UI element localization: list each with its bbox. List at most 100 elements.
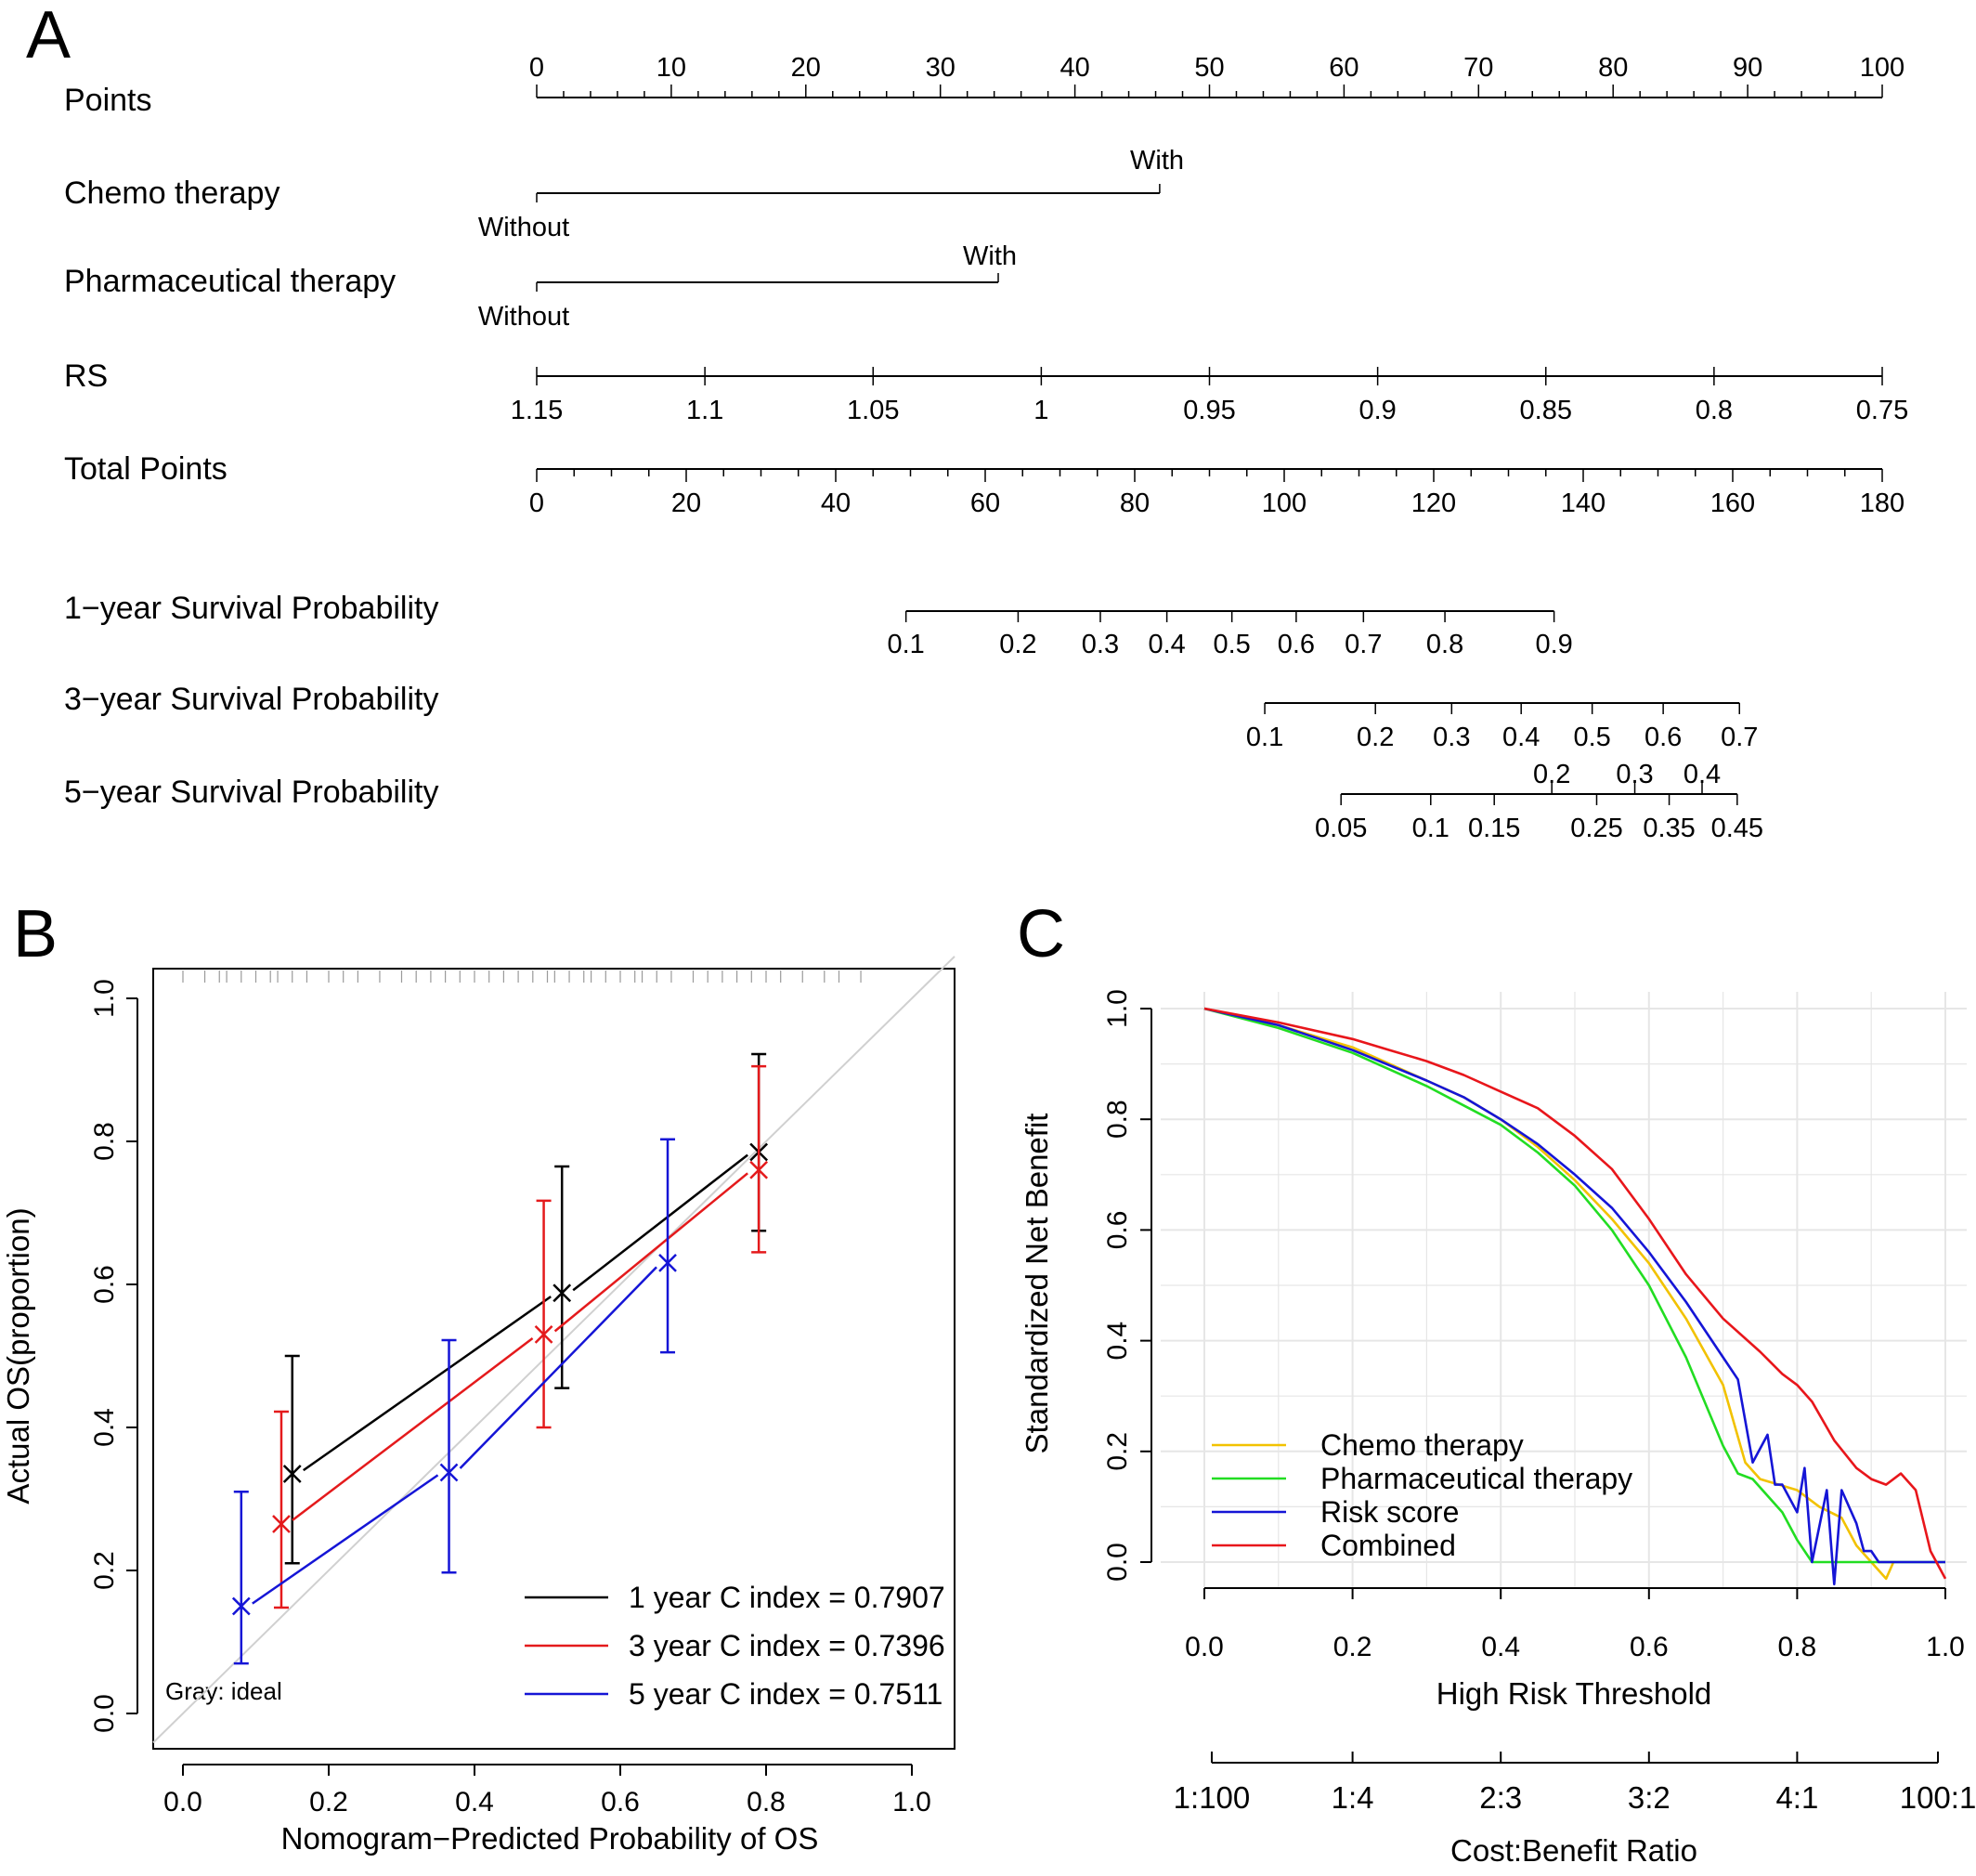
row-label-5yr: 5−year Survival Probability: [64, 775, 438, 810]
dca-y-tick-label: 0.0: [1102, 1543, 1133, 1582]
points-tick-label: 100: [1860, 53, 1904, 83]
legend-label-5yr: 5 year C index = 0.7511: [629, 1677, 942, 1711]
dca-y-tick-label: 0.2: [1102, 1432, 1133, 1471]
total-points-tick-label: 160: [1710, 489, 1755, 518]
chemo-without-label: Without: [478, 213, 569, 242]
dca-legend: Chemo therapy Pharmaceutical therapy Ris…: [1212, 1428, 1632, 1562]
calibration-y-tick-label: 0.4: [89, 1408, 120, 1447]
row-label-total-points: Total Points: [64, 451, 228, 487]
calibration-point-marker: [439, 1463, 459, 1482]
cost-benefit-tick-label: 4:1: [1775, 1780, 1818, 1815]
dca-x-label: High Risk Threshold: [1436, 1676, 1712, 1711]
calibration-line-segment: [572, 1153, 748, 1292]
surv1-tick-label: 0.8: [1426, 630, 1463, 659]
panel-c-letter: C: [1017, 897, 1065, 971]
surv5-tick-label: 0.1: [1412, 814, 1450, 843]
surv1-tick-label: 0.5: [1213, 630, 1250, 659]
surv5-upper-tick-label: 0.4: [1684, 760, 1721, 789]
legend-label-risk: Risk score: [1320, 1495, 1459, 1529]
row-label-pharma: Pharmaceutical therapy: [64, 264, 396, 299]
surv5-tick-label: 0.15: [1468, 814, 1520, 843]
calibration-ideal-note: Gray: ideal: [165, 1677, 282, 1705]
legend-label-1yr: 1 year C index = 0.7907: [629, 1581, 945, 1614]
legend-label-3yr: 3 year C index = 0.7396: [629, 1629, 945, 1662]
points-tick-label: 90: [1733, 53, 1762, 83]
panel-a-letter: A: [26, 0, 71, 72]
calibration-x-tick-label: 0.8: [747, 1787, 786, 1817]
calibration-point-marker: [534, 1325, 553, 1344]
total-points-tick-label: 140: [1561, 489, 1606, 518]
total-points-tick-label: 80: [1120, 489, 1150, 518]
dca-x-tick-label: 0.4: [1481, 1632, 1520, 1662]
surv1-tick-label: 0.2: [999, 630, 1036, 659]
surv5-tick-label: 0.05: [1315, 814, 1367, 843]
rs-tick-label: 1.15: [511, 396, 563, 425]
calibration-x-tick-label: 0.2: [309, 1787, 348, 1817]
surv1-tick-label: 0.7: [1345, 630, 1382, 659]
calibration-legend: 1 year C index = 0.7907 3 year C index =…: [525, 1581, 945, 1711]
cost-benefit-tick-label: 2:3: [1479, 1780, 1522, 1815]
points-tick-label: 50: [1194, 53, 1224, 83]
surv5-upper-tick-label: 0.2: [1533, 760, 1570, 789]
dca-x-tick-label: 0.0: [1185, 1632, 1224, 1662]
surv1-tick-label: 0.6: [1278, 630, 1315, 659]
dca-y-label: Standardized Net Benefit: [1020, 1114, 1054, 1454]
calibration-x-label: Nomogram−Predicted Probability of OS: [281, 1821, 819, 1856]
calibration-x-tick-label: 0.4: [455, 1787, 494, 1817]
row-label-chemo: Chemo therapy: [64, 176, 280, 211]
calibration-point-marker: [552, 1283, 572, 1303]
legend-label-pharma: Pharmaceutical therapy: [1320, 1462, 1632, 1495]
nomogram-panel: Points Chemo therapy Pharmaceutical ther…: [64, 53, 1908, 843]
surv3-tick-label: 0.7: [1721, 723, 1758, 752]
calibration-x-tick-label: 0.6: [601, 1787, 640, 1817]
calibration-y-tick-label: 0.0: [89, 1694, 120, 1733]
decision-curve-panel: 0.0 0.2 0.4 0.6 0.8 1.0 0.0 0.2 0.4 0.6 0.8 1.0 1:10…: [1020, 989, 1976, 1868]
calibration-panel: Gray: ideal Nomogram−Predicted Probabili…: [1, 956, 956, 1856]
calibration-point-marker: [749, 1160, 769, 1179]
cost-benefit-tick-label: 1:100: [1174, 1780, 1251, 1815]
dca-marks: 0.0 0.2 0.4 0.6 0.8 1.0 0.0 0.2 0.4 0.6 0.8 1.0 1:10…: [1102, 989, 1976, 1815]
rs-tick-label: 1.05: [847, 396, 899, 425]
surv3-tick-label: 0.3: [1433, 723, 1470, 752]
row-label-rs: RS: [64, 358, 108, 394]
ideal-diagonal-line: [152, 956, 956, 1744]
total-points-tick-label: 120: [1411, 489, 1456, 518]
calibration-y-tick-label: 1.0: [89, 979, 120, 1018]
row-label-3yr: 3−year Survival Probability: [64, 682, 438, 717]
calibration-y-label: Actual OS(proportion): [1, 1207, 35, 1504]
calibration-x-tick-label: 0.0: [163, 1787, 202, 1817]
calibration-y-tick-label: 0.2: [89, 1551, 120, 1590]
calibration-point-marker: [658, 1254, 677, 1272]
points-tick-label: 0: [529, 53, 544, 83]
dca-curve: [1203, 1007, 1945, 1586]
dca-y-tick-label: 0.4: [1102, 1322, 1133, 1361]
cost-benefit-tick-label: 3:2: [1628, 1780, 1670, 1815]
rs-tick-label: 1: [1034, 396, 1048, 425]
rs-tick-label: 0.8: [1696, 396, 1733, 425]
total-points-tick-label: 60: [970, 489, 1000, 518]
rs-tick-label: 0.85: [1520, 396, 1572, 425]
points-tick-label: 20: [791, 53, 821, 83]
surv3-tick-label: 0.5: [1573, 723, 1610, 752]
points-tick-label: 70: [1463, 53, 1493, 83]
rs-tick-label: 0.9: [1358, 396, 1396, 425]
total-points-tick-label: 40: [821, 489, 851, 518]
nomogram-scales: 0 10 20 30 40 50 60 70 80 90 100 1.15 1.1 1.05 1 0.95 0.…: [511, 53, 1908, 843]
calibration-point-marker: [231, 1596, 251, 1616]
surv1-tick-label: 0.9: [1535, 630, 1572, 659]
legend-label-chemo: Chemo therapy: [1320, 1428, 1524, 1462]
points-tick-label: 40: [1060, 53, 1089, 83]
dca-x-tick-label: 0.8: [1778, 1632, 1817, 1662]
surv3-tick-label: 0.6: [1644, 723, 1682, 752]
calibration-line-segment: [459, 1266, 657, 1469]
dca-y-tick-label: 0.8: [1102, 1100, 1133, 1139]
surv5-upper-tick-label: 0.3: [1616, 760, 1653, 789]
legend-label-combined: Combined: [1320, 1529, 1456, 1562]
calibration-line-segment: [303, 1296, 552, 1472]
calibration-line-segment: [553, 1172, 748, 1333]
calibration-y-tick-label: 0.8: [89, 1122, 120, 1161]
surv3-tick-label: 0.4: [1502, 723, 1540, 752]
points-tick-label: 30: [926, 53, 956, 83]
pharma-with-label: With: [963, 241, 1017, 271]
